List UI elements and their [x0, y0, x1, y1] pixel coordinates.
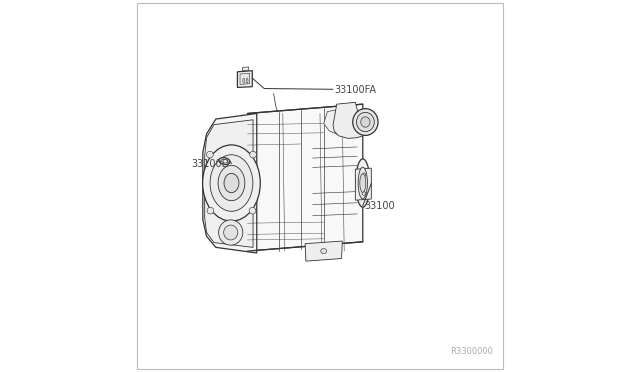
- Ellipse shape: [249, 207, 256, 214]
- Ellipse shape: [221, 159, 228, 163]
- Ellipse shape: [210, 155, 253, 211]
- Ellipse shape: [243, 78, 244, 83]
- Polygon shape: [203, 113, 257, 253]
- Polygon shape: [240, 73, 250, 84]
- Ellipse shape: [223, 225, 238, 240]
- Ellipse shape: [250, 151, 257, 158]
- Ellipse shape: [207, 207, 214, 214]
- Polygon shape: [237, 71, 252, 87]
- Ellipse shape: [218, 166, 245, 201]
- Text: 33100D: 33100D: [191, 160, 230, 169]
- Ellipse shape: [207, 151, 213, 158]
- Ellipse shape: [362, 192, 365, 195]
- Ellipse shape: [203, 145, 260, 221]
- Ellipse shape: [356, 112, 374, 132]
- Polygon shape: [248, 104, 363, 251]
- Text: R3300000: R3300000: [450, 347, 493, 356]
- Polygon shape: [305, 241, 342, 261]
- Text: 33100: 33100: [364, 202, 394, 211]
- Ellipse shape: [246, 78, 248, 83]
- Ellipse shape: [356, 159, 370, 207]
- Polygon shape: [243, 67, 248, 71]
- Ellipse shape: [353, 109, 378, 135]
- Polygon shape: [205, 120, 253, 247]
- Ellipse shape: [361, 117, 370, 127]
- Polygon shape: [355, 168, 371, 200]
- Ellipse shape: [362, 173, 365, 177]
- Ellipse shape: [360, 174, 365, 192]
- Ellipse shape: [219, 158, 230, 164]
- Ellipse shape: [321, 248, 326, 254]
- Polygon shape: [324, 109, 353, 135]
- Ellipse shape: [358, 167, 367, 199]
- Ellipse shape: [224, 173, 239, 193]
- Polygon shape: [333, 102, 369, 138]
- Text: 33100FA: 33100FA: [334, 85, 376, 95]
- Ellipse shape: [219, 220, 243, 245]
